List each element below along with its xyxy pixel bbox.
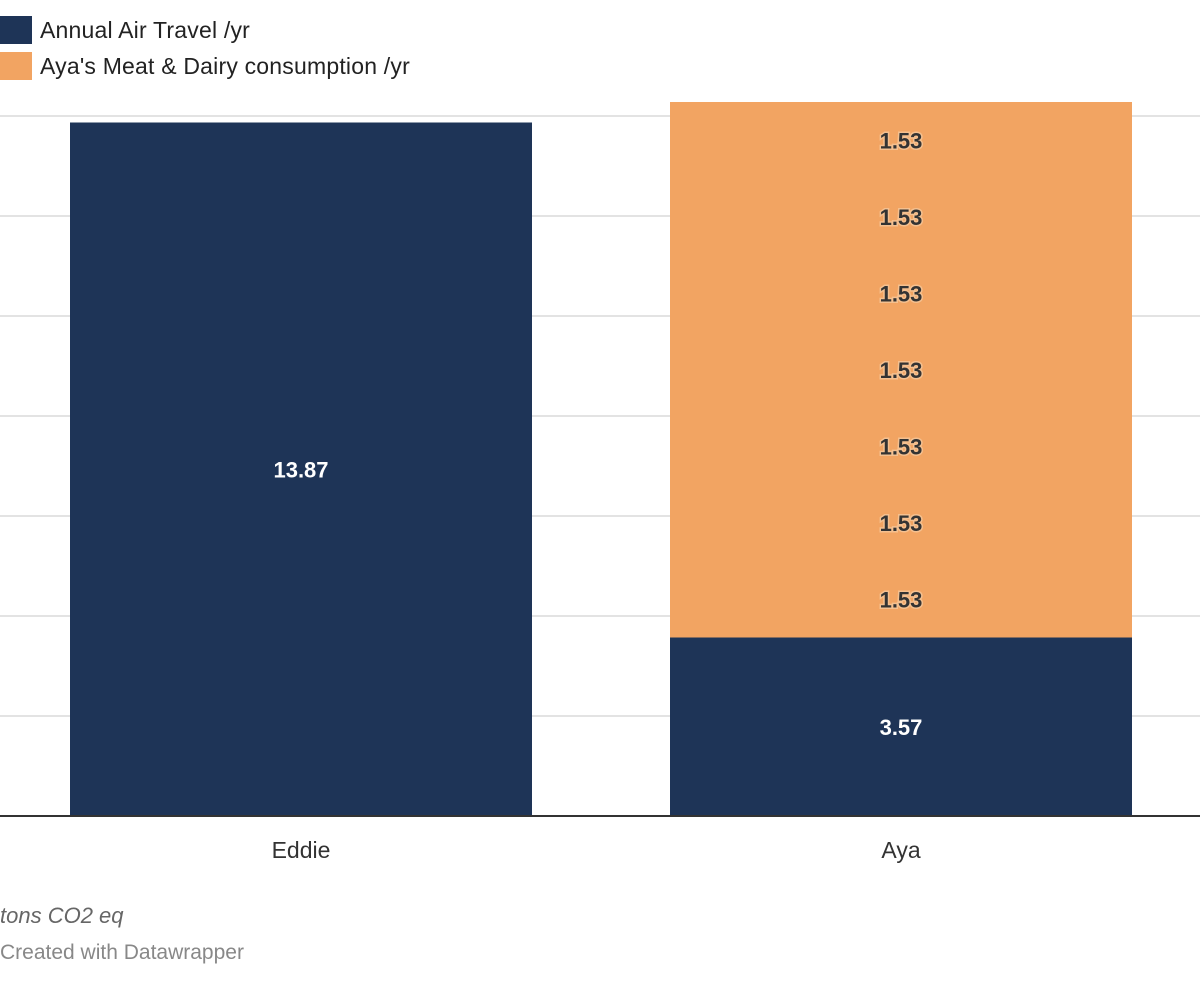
bar-air-travel xyxy=(670,637,1132,816)
data-label-meat-dairy: 1.53 xyxy=(880,205,923,230)
data-label-meat-dairy: 1.53 xyxy=(880,358,923,383)
data-label-meat-dairy: 1.53 xyxy=(880,434,923,459)
legend: Annual Air Travel /yr Aya's Meat & Dairy… xyxy=(0,12,410,84)
data-label-air-travel: 13.87 xyxy=(273,457,328,482)
data-label-meat-dairy: 1.53 xyxy=(880,587,923,612)
credit-text: Created with Datawrapper xyxy=(0,941,244,964)
bar-meat-dairy xyxy=(670,102,1132,638)
bar-air-travel xyxy=(70,122,532,816)
legend-item-meat-dairy: Aya's Meat & Dairy consumption /yr xyxy=(0,48,410,84)
legend-label-meat-dairy: Aya's Meat & Dairy consumption /yr xyxy=(40,52,410,79)
stacked-bar-chart: 13.87 Eddie 3.57 1.53 1.53 1.53 1.53 1.53 1.53 1.… xyxy=(0,102,1200,863)
x-tick-label: Eddie xyxy=(272,837,331,863)
legend-label-air-travel: Annual Air Travel /yr xyxy=(40,16,251,43)
data-label-meat-dairy: 1.53 xyxy=(880,511,923,536)
data-label-air-travel: 3.57 xyxy=(880,715,923,740)
legend-item-air-travel: Annual Air Travel /yr xyxy=(0,12,410,48)
legend-swatch-air-travel xyxy=(0,16,32,44)
x-tick-label: Aya xyxy=(881,837,920,863)
data-label-meat-dairy: 1.53 xyxy=(880,281,923,306)
data-label-meat-dairy: 1.53 xyxy=(880,128,923,153)
legend-swatch-meat-dairy xyxy=(0,52,32,80)
unit-note: tons CO2 eq xyxy=(0,903,124,928)
